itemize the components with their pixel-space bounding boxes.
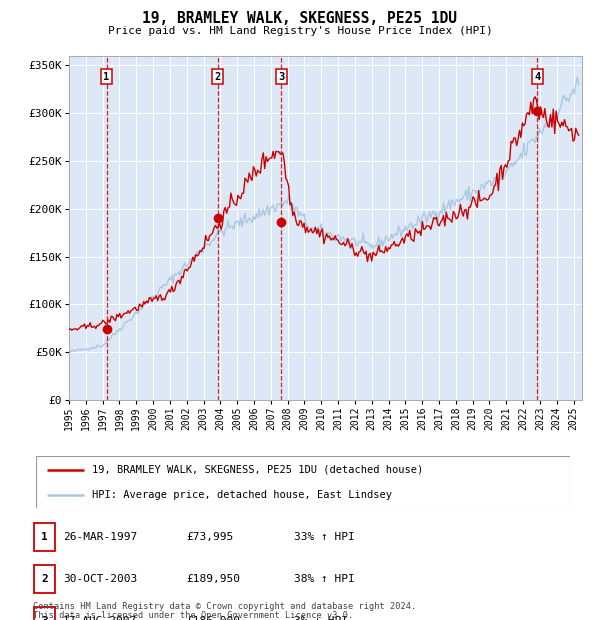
Text: HPI: Average price, detached house, East Lindsey: HPI: Average price, detached house, East…	[92, 490, 392, 500]
Text: 33% ↑ HPI: 33% ↑ HPI	[294, 532, 355, 542]
Text: 17-AUG-2007: 17-AUG-2007	[63, 616, 137, 620]
Text: 4: 4	[534, 72, 541, 82]
Text: 38% ↑ HPI: 38% ↑ HPI	[294, 574, 355, 584]
Text: 30-OCT-2003: 30-OCT-2003	[63, 574, 137, 584]
Text: 1: 1	[41, 532, 48, 542]
Text: £189,950: £189,950	[186, 574, 240, 584]
Text: 3% ↓ HPI: 3% ↓ HPI	[294, 616, 348, 620]
Text: 19, BRAMLEY WALK, SKEGNESS, PE25 1DU (detached house): 19, BRAMLEY WALK, SKEGNESS, PE25 1DU (de…	[92, 465, 424, 475]
Text: 1: 1	[103, 72, 110, 82]
Text: 2: 2	[41, 574, 48, 584]
Text: 26-MAR-1997: 26-MAR-1997	[63, 532, 137, 542]
Text: £186,000: £186,000	[186, 616, 240, 620]
Text: £73,995: £73,995	[186, 532, 233, 542]
Text: Price paid vs. HM Land Registry's House Price Index (HPI): Price paid vs. HM Land Registry's House …	[107, 26, 493, 36]
Text: 2: 2	[214, 72, 221, 82]
Text: This data is licensed under the Open Government Licence v3.0.: This data is licensed under the Open Gov…	[33, 611, 353, 620]
Text: 19, BRAMLEY WALK, SKEGNESS, PE25 1DU: 19, BRAMLEY WALK, SKEGNESS, PE25 1DU	[143, 11, 458, 26]
Text: 3: 3	[278, 72, 284, 82]
Text: Contains HM Land Registry data © Crown copyright and database right 2024.: Contains HM Land Registry data © Crown c…	[33, 602, 416, 611]
Text: 3: 3	[41, 616, 48, 620]
